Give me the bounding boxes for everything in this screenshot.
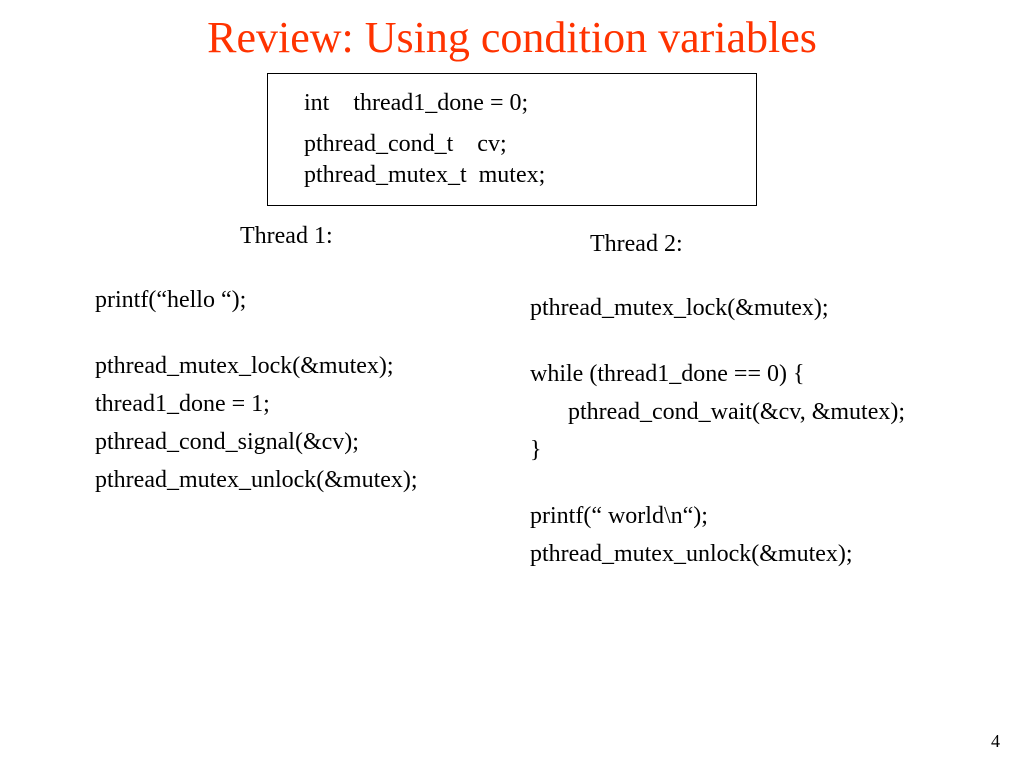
thread2-label: Thread 2:: [590, 226, 950, 262]
code-line: pthread_mutex_unlock(&mutex);: [530, 536, 950, 572]
code-line: pthread_mutex_lock(&mutex);: [530, 290, 950, 326]
decl-line: pthread_cond_t cv;: [304, 129, 734, 160]
code-line: while (thread1_done == 0) {: [530, 356, 950, 392]
code-line: pthread_mutex_lock(&mutex);: [95, 348, 515, 384]
slide-title: Review: Using condition variables: [0, 0, 1024, 65]
code-line: printf(“hello “);: [95, 282, 515, 318]
decl-line: int thread1_done = 0;: [304, 88, 734, 119]
code-line: printf(“ world\n“);: [530, 498, 950, 534]
code-line: }: [530, 432, 950, 468]
page-number: 4: [991, 731, 1000, 752]
code-line: pthread_cond_wait(&cv, &mutex);: [530, 394, 950, 430]
code-line: thread1_done = 1;: [95, 386, 515, 422]
thread1-column: Thread 1: printf(“hello “); pthread_mute…: [95, 218, 515, 500]
code-line: pthread_cond_signal(&cv);: [95, 424, 515, 460]
decl-line: pthread_mutex_t mutex;: [304, 160, 734, 191]
code-line: pthread_mutex_unlock(&mutex);: [95, 462, 515, 498]
declarations-box: int thread1_done = 0; pthread_cond_t cv;…: [267, 73, 757, 207]
thread2-column: Thread 2: pthread_mutex_lock(&mutex); wh…: [530, 226, 950, 574]
thread1-label: Thread 1:: [240, 218, 515, 254]
